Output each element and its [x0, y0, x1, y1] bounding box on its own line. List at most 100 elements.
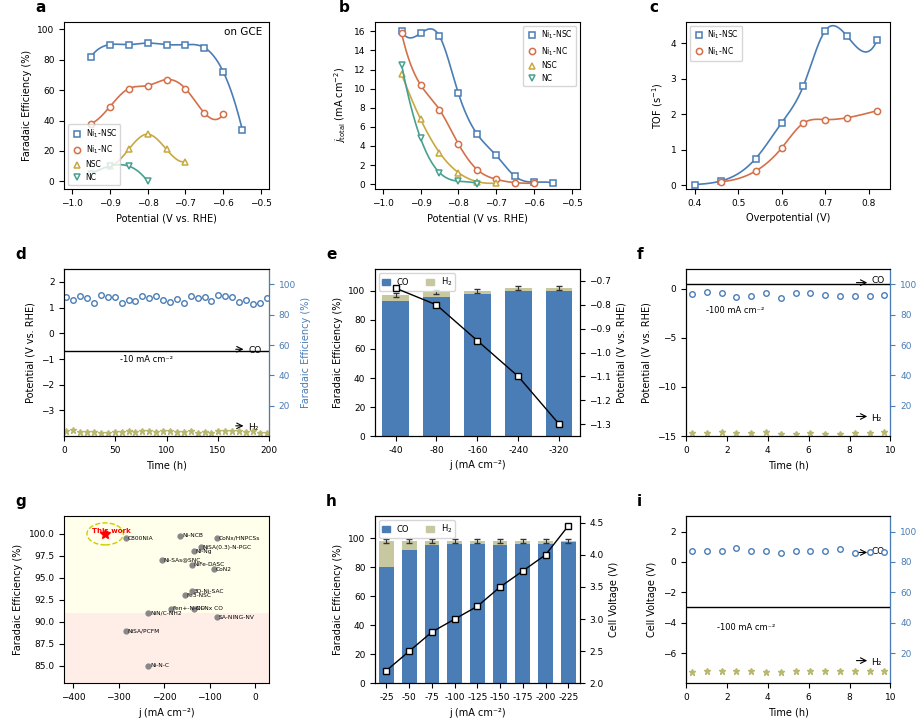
- Text: -100 mA cm⁻²: -100 mA cm⁻²: [717, 623, 775, 632]
- Text: Ni-NCB: Ni-NCB: [182, 533, 203, 538]
- Bar: [64, 613, 269, 683]
- Text: g: g: [16, 494, 26, 510]
- Text: on GCE: on GCE: [224, 27, 263, 37]
- Text: Fe3-NSC: Fe3-NSC: [186, 593, 211, 598]
- Text: e: e: [326, 247, 336, 262]
- Legend: Ni$_1$-NSC, Ni$_1$-NC, NSC, NC: Ni$_1$-NSC, Ni$_1$-NC, NSC, NC: [523, 25, 576, 87]
- Line: NSC: NSC: [106, 131, 188, 169]
- Legend: CO, H$_2$: CO, H$_2$: [379, 273, 455, 291]
- Ni$_1$-NSC: [142, 39, 153, 47]
- Bar: [505, 288, 532, 291]
- Y-axis label: Cell Voltage (V): Cell Voltage (V): [610, 562, 620, 638]
- Bar: [538, 544, 553, 683]
- NSC: [491, 179, 502, 188]
- NSC: [396, 70, 407, 79]
- Ni$_1$-NSC: [872, 35, 883, 44]
- NSC: [123, 145, 134, 153]
- Bar: [447, 544, 462, 683]
- Text: NiFe-DASC: NiFe-DASC: [194, 562, 225, 567]
- Line: NSC: NSC: [398, 71, 499, 186]
- Ni$_1$-NSC: [415, 29, 426, 38]
- Ni$_1$-NC: [161, 75, 172, 84]
- Text: Ni-N-C: Ni-N-C: [151, 663, 169, 668]
- Text: C800NIA: C800NIA: [128, 536, 153, 541]
- X-axis label: j (mA cm⁻²): j (mA cm⁻²): [449, 707, 506, 718]
- Ni$_1$-NC: [105, 103, 116, 111]
- NSC: [453, 168, 464, 177]
- Ni$_1$-NSC: [396, 27, 407, 36]
- Ni$_1$-NSC: [491, 151, 502, 160]
- Text: CoN2: CoN2: [216, 566, 232, 571]
- Ni$_1$-NC: [529, 179, 540, 188]
- Text: H₂: H₂: [871, 658, 881, 667]
- Line: NC: NC: [87, 163, 151, 185]
- NSC: [105, 161, 116, 170]
- Text: f: f: [637, 247, 644, 262]
- Line: Ni$_1$-NSC: Ni$_1$-NSC: [691, 28, 880, 188]
- Ni$_1$-NC: [434, 105, 445, 114]
- Bar: [379, 567, 394, 683]
- Ni$_1$-NC: [415, 81, 426, 89]
- Y-axis label: Faradaic Efficiency (%): Faradaic Efficiency (%): [22, 49, 32, 161]
- NSC: [434, 148, 445, 157]
- Text: b: b: [339, 0, 349, 15]
- Bar: [493, 545, 508, 683]
- Text: NiSA(0.3)-N-PGC: NiSA(0.3)-N-PGC: [202, 545, 252, 550]
- NSC: [180, 157, 191, 166]
- X-axis label: j (mA cm⁻²): j (mA cm⁻²): [139, 707, 195, 718]
- Bar: [424, 541, 440, 545]
- Line: Ni$_1$-NSC: Ni$_1$-NSC: [398, 28, 556, 186]
- Bar: [424, 545, 440, 683]
- Ni$_1$-NC: [142, 81, 153, 90]
- Ni$_1$-NC: [218, 110, 229, 119]
- Bar: [470, 544, 485, 683]
- NSC: [472, 177, 483, 186]
- Line: Ni$_1$-NC: Ni$_1$-NC: [398, 30, 537, 186]
- Ni$_1$-NC: [180, 84, 191, 93]
- NC: [453, 177, 464, 185]
- Bar: [561, 542, 576, 683]
- Bar: [515, 541, 531, 544]
- Ni$_1$-NC: [750, 166, 761, 175]
- Text: NiN/C-NH2: NiN/C-NH2: [151, 611, 182, 616]
- Bar: [470, 541, 485, 544]
- Y-axis label: Potential (V vs. RHE): Potential (V vs. RHE): [617, 302, 627, 403]
- Line: Ni$_1$-NC: Ni$_1$-NC: [87, 76, 227, 126]
- Text: Fen+-N-CO: Fen+-N-CO: [173, 606, 206, 611]
- Text: a: a: [36, 0, 46, 15]
- Bar: [382, 301, 409, 436]
- Bar: [538, 541, 553, 544]
- Ni$_1$-NSC: [529, 178, 540, 187]
- Text: Ni-Ng: Ni-Ng: [196, 549, 212, 554]
- NC: [415, 134, 426, 142]
- NC: [472, 180, 483, 188]
- Text: 3D-Ni-SAC: 3D-Ni-SAC: [194, 589, 224, 593]
- Bar: [465, 294, 490, 436]
- X-axis label: Time (h): Time (h): [767, 460, 809, 470]
- Text: H₂: H₂: [248, 422, 259, 432]
- Ni$_1$-NSC: [750, 154, 761, 163]
- Text: -100 mA cm⁻²: -100 mA cm⁻²: [707, 306, 765, 316]
- NC: [123, 161, 134, 170]
- X-axis label: Potential (V vs. RHE): Potential (V vs. RHE): [427, 213, 528, 223]
- Ni$_1$-NSC: [105, 40, 116, 49]
- NSC: [415, 115, 426, 124]
- Text: CO: CO: [871, 547, 884, 555]
- Ni$_1$-NC: [453, 140, 464, 148]
- Ni$_1$-NSC: [434, 32, 445, 41]
- Bar: [379, 541, 394, 567]
- NC: [85, 169, 96, 178]
- Y-axis label: Faradaic Efficiency (%): Faradaic Efficiency (%): [13, 545, 23, 656]
- NSC: [161, 145, 172, 153]
- Ni$_1$-NC: [820, 115, 831, 124]
- Ni$_1$-NSC: [548, 179, 559, 188]
- Text: Ni-SAs@SNC: Ni-SAs@SNC: [163, 558, 201, 563]
- Bar: [423, 292, 450, 297]
- Ni$_1$-NSC: [180, 40, 191, 49]
- Y-axis label: Potential (V vs. RHE): Potential (V vs. RHE): [26, 302, 36, 403]
- Legend: CO, H$_2$: CO, H$_2$: [379, 521, 455, 538]
- Text: -10 mA cm⁻²: -10 mA cm⁻²: [120, 355, 174, 364]
- X-axis label: j (mA cm⁻²): j (mA cm⁻²): [449, 460, 506, 470]
- Bar: [493, 541, 508, 545]
- Ni$_1$-NC: [199, 108, 210, 117]
